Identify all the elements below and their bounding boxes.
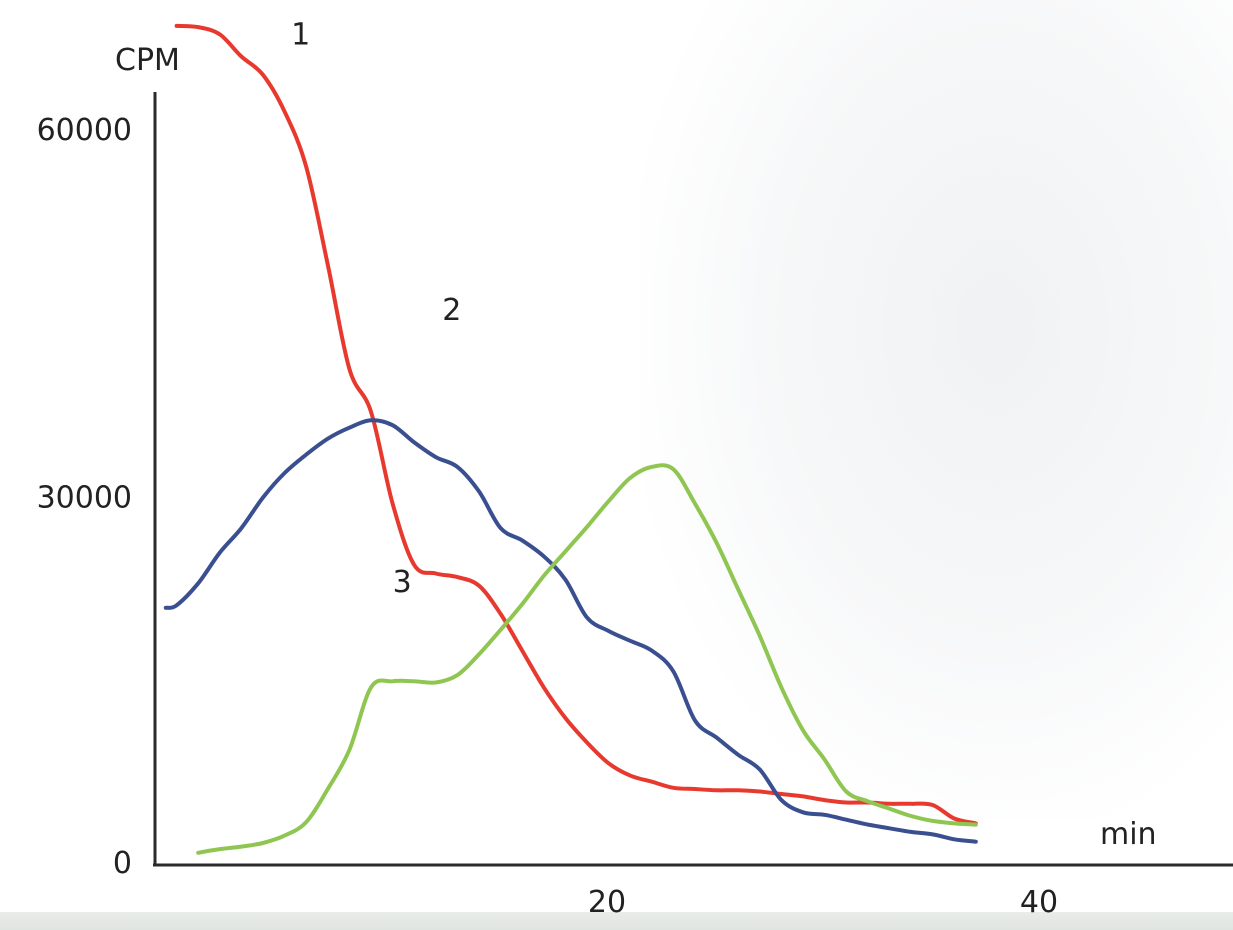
series-label-2: 2 <box>442 293 461 328</box>
y-tick-label: 0 <box>113 846 132 881</box>
y-tick-label: 60000 <box>37 113 132 148</box>
x-tick-labels: 20 40 <box>588 885 1058 920</box>
series-line-2 <box>163 418 978 844</box>
x-tick-label: 40 <box>1020 885 1058 920</box>
series-labels: 1 2 3 <box>291 17 461 600</box>
x-axis-label: min <box>1100 817 1157 852</box>
bottom-strip <box>0 912 1233 930</box>
background-shading <box>640 0 1233 820</box>
series-line-3 <box>196 463 978 855</box>
series-label-1: 1 <box>291 17 310 52</box>
y-tick-label: 30000 <box>37 481 132 516</box>
x-tick-label: 20 <box>588 885 626 920</box>
y-tick-labels: 0 30000 60000 <box>37 113 132 881</box>
series-lines <box>163 23 978 855</box>
series-line-1 <box>174 23 978 826</box>
series-label-3: 3 <box>393 565 412 600</box>
y-axis-label: CPM <box>115 43 180 78</box>
axes <box>153 92 1233 867</box>
